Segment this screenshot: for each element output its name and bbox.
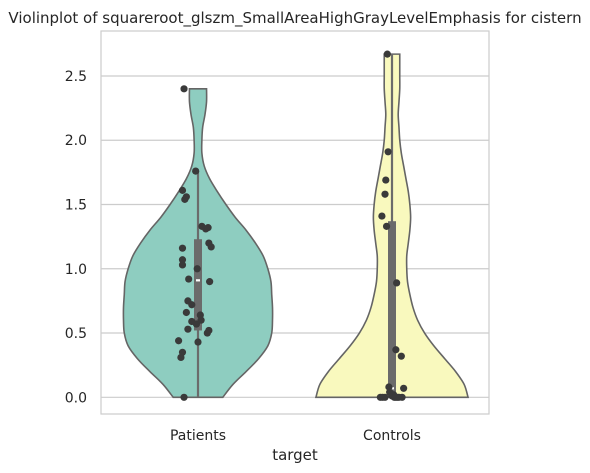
strip-point xyxy=(205,239,213,247)
y-tick-label: 1.5 xyxy=(65,198,87,214)
strip-point xyxy=(185,275,193,283)
y-tick-label: 1.0 xyxy=(65,262,87,278)
strip-point xyxy=(178,348,187,356)
strip-point xyxy=(382,222,391,230)
x-tick-label: Controls xyxy=(363,428,421,444)
strip-point xyxy=(398,393,406,401)
strip-point xyxy=(196,311,204,319)
x-axis-label: target xyxy=(272,446,318,464)
strip-point xyxy=(184,325,192,333)
y-tick-label: 0.0 xyxy=(65,390,87,406)
strip-point xyxy=(180,85,188,93)
strip-point xyxy=(175,337,183,345)
strip-point xyxy=(192,167,200,175)
strip-point xyxy=(194,338,202,346)
strip-point xyxy=(397,352,405,360)
strip-point xyxy=(385,383,393,391)
strip-point xyxy=(178,256,187,264)
y-tick-label: 2.5 xyxy=(65,69,87,85)
strip-point xyxy=(400,384,408,392)
y-tick-label: 0.5 xyxy=(65,326,87,342)
y-tick-label: 2.0 xyxy=(65,133,87,149)
x-tick-label: Patients xyxy=(170,428,226,444)
strip-point xyxy=(182,308,190,317)
strip-points xyxy=(175,50,408,401)
strip-point xyxy=(392,346,400,354)
strip-point xyxy=(384,148,392,156)
strip-point xyxy=(383,50,391,58)
strip-point xyxy=(206,278,214,286)
strip-point xyxy=(193,265,201,273)
strip-point xyxy=(381,190,389,198)
strip-point xyxy=(178,244,187,252)
strip-point xyxy=(178,261,187,269)
strip-point xyxy=(381,393,389,401)
strip-point xyxy=(180,393,188,401)
strip-point xyxy=(204,224,212,232)
strip-point xyxy=(182,193,190,201)
strip-point xyxy=(378,212,386,220)
strip-point xyxy=(382,176,390,184)
strip-point xyxy=(393,279,401,287)
chart-title: Violinplot of squareroot_glszm_SmallArea… xyxy=(8,9,581,28)
strip-point xyxy=(205,326,213,335)
strip-point xyxy=(178,186,187,194)
iqr-box xyxy=(388,221,396,398)
x-tick-labels: Patients Controls xyxy=(170,428,421,444)
strip-point xyxy=(198,222,206,230)
strip-point xyxy=(184,297,192,305)
y-tick-labels: 0.0 0.5 1.0 1.5 2.0 2.5 xyxy=(65,69,87,406)
strip-point xyxy=(188,317,196,326)
iqr-box xyxy=(194,239,202,331)
plot-area-frame xyxy=(100,30,490,415)
inner-boxes xyxy=(194,54,396,398)
violins xyxy=(122,53,470,399)
